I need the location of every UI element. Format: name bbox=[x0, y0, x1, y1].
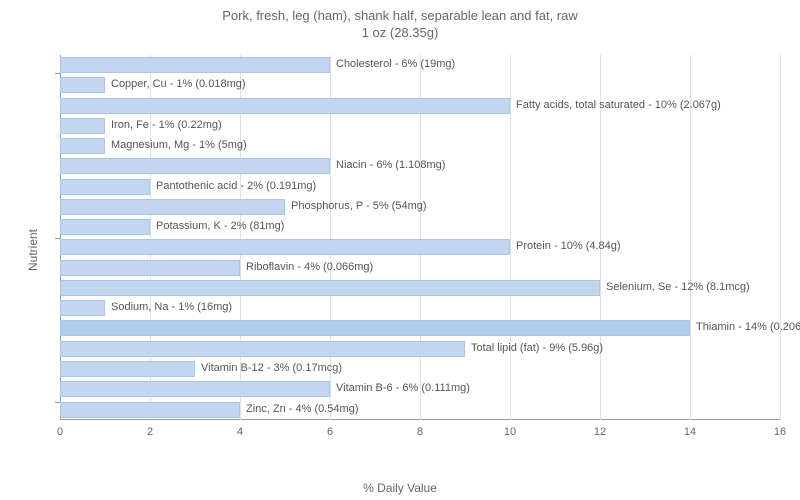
bar-row: Protein - 10% (4.84g) bbox=[60, 237, 780, 257]
bar-row: Zinc, Zn - 4% (0.54mg) bbox=[60, 400, 780, 420]
nutrient-bar bbox=[60, 300, 105, 316]
nutrient-bar bbox=[60, 402, 240, 418]
bar-label: Cholesterol - 6% (19mg) bbox=[336, 58, 455, 70]
nutrient-bar bbox=[60, 320, 690, 336]
bar-row: Cholesterol - 6% (19mg) bbox=[60, 55, 780, 75]
x-tick-label: 14 bbox=[684, 426, 696, 438]
nutrient-chart: Pork, fresh, leg (ham), shank half, sepa… bbox=[0, 0, 800, 500]
bar-row: Vitamin B-6 - 6% (0.111mg) bbox=[60, 379, 780, 399]
title-line-2: 1 oz (28.35g) bbox=[362, 25, 439, 40]
bar-row: Thiamin - 14% (0.206mg) bbox=[60, 318, 780, 338]
bar-label: Potassium, K - 2% (81mg) bbox=[156, 220, 284, 232]
x-tick-label: 2 bbox=[147, 426, 153, 438]
bar-row: Pantothenic acid - 2% (0.191mg) bbox=[60, 177, 780, 197]
x-tick-label: 16 bbox=[774, 426, 786, 438]
bar-row: Fatty acids, total saturated - 10% (2.06… bbox=[60, 96, 780, 116]
bar-row: Niacin - 6% (1.108mg) bbox=[60, 156, 780, 176]
nutrient-bar bbox=[60, 239, 510, 255]
x-tick-label: 10 bbox=[504, 426, 516, 438]
nutrient-bar bbox=[60, 361, 195, 377]
nutrient-bar bbox=[60, 57, 330, 73]
nutrient-bar bbox=[60, 98, 510, 114]
bars-area: Cholesterol - 6% (19mg) Copper, Cu - 1% (… bbox=[60, 55, 780, 420]
bar-label: Fatty acids, total saturated - 10% (2.06… bbox=[516, 99, 721, 111]
bar-row: Magnesium, Mg - 1% (5mg) bbox=[60, 136, 780, 156]
nutrient-bar bbox=[60, 260, 240, 276]
x-axis-label: % Daily Value bbox=[363, 481, 437, 495]
bar-label: Magnesium, Mg - 1% (5mg) bbox=[111, 139, 247, 151]
x-tick-label: 4 bbox=[237, 426, 243, 438]
bar-row: Iron, Fe - 1% (0.22mg) bbox=[60, 116, 780, 136]
bar-label: Sodium, Na - 1% (16mg) bbox=[111, 301, 232, 313]
nutrient-bar bbox=[60, 199, 285, 215]
nutrient-bar bbox=[60, 219, 150, 235]
bar-row: Vitamin B-12 - 3% (0.17mcg) bbox=[60, 359, 780, 379]
nutrient-bar bbox=[60, 280, 600, 296]
bar-row: Potassium, K - 2% (81mg) bbox=[60, 217, 780, 237]
nutrient-bar bbox=[60, 118, 105, 134]
plot-area: Cholesterol - 6% (19mg) Copper, Cu - 1% (… bbox=[60, 55, 780, 450]
nutrient-bar bbox=[60, 179, 150, 195]
bar-label: Copper, Cu - 1% (0.018mg) bbox=[111, 78, 246, 90]
bar-label: Pantothenic acid - 2% (0.191mg) bbox=[156, 180, 316, 192]
bar-label: Vitamin B-12 - 3% (0.17mcg) bbox=[201, 362, 342, 374]
x-tick-label: 12 bbox=[594, 426, 606, 438]
nutrient-bar bbox=[60, 77, 105, 93]
nutrient-bar bbox=[60, 341, 465, 357]
grid-line bbox=[780, 55, 781, 420]
bar-row: Copper, Cu - 1% (0.018mg) bbox=[60, 75, 780, 95]
bar-label: Total lipid (fat) - 9% (5.96g) bbox=[471, 342, 603, 354]
bar-label: Protein - 10% (4.84g) bbox=[516, 240, 621, 252]
bar-row: Riboflavin - 4% (0.066mg) bbox=[60, 258, 780, 278]
nutrient-bar bbox=[60, 138, 105, 154]
x-tick-label: 8 bbox=[417, 426, 423, 438]
title-line-1: Pork, fresh, leg (ham), shank half, sepa… bbox=[222, 8, 578, 23]
nutrient-bar bbox=[60, 381, 330, 397]
x-tick-label: 6 bbox=[327, 426, 333, 438]
bar-label: Phosphorus, P - 5% (54mg) bbox=[291, 200, 427, 212]
bar-label: Thiamin - 14% (0.206mg) bbox=[696, 321, 800, 333]
nutrient-bar bbox=[60, 158, 330, 174]
y-axis-label: Nutrient bbox=[26, 229, 40, 271]
bar-row: Sodium, Na - 1% (16mg) bbox=[60, 298, 780, 318]
bar-label: Zinc, Zn - 4% (0.54mg) bbox=[246, 403, 358, 415]
bar-label: Iron, Fe - 1% (0.22mg) bbox=[111, 119, 222, 131]
bar-row: Selenium, Se - 12% (8.1mcg) bbox=[60, 278, 780, 298]
bar-label: Vitamin B-6 - 6% (0.111mg) bbox=[336, 382, 470, 394]
bar-row: Phosphorus, P - 5% (54mg) bbox=[60, 197, 780, 217]
bar-label: Niacin - 6% (1.108mg) bbox=[336, 159, 445, 171]
bar-row: Total lipid (fat) - 9% (5.96g) bbox=[60, 339, 780, 359]
bar-label: Selenium, Se - 12% (8.1mcg) bbox=[606, 281, 750, 293]
bar-label: Riboflavin - 4% (0.066mg) bbox=[246, 261, 373, 273]
x-tick-label: 0 bbox=[57, 426, 63, 438]
chart-title: Pork, fresh, leg (ham), shank half, sepa… bbox=[0, 0, 800, 42]
